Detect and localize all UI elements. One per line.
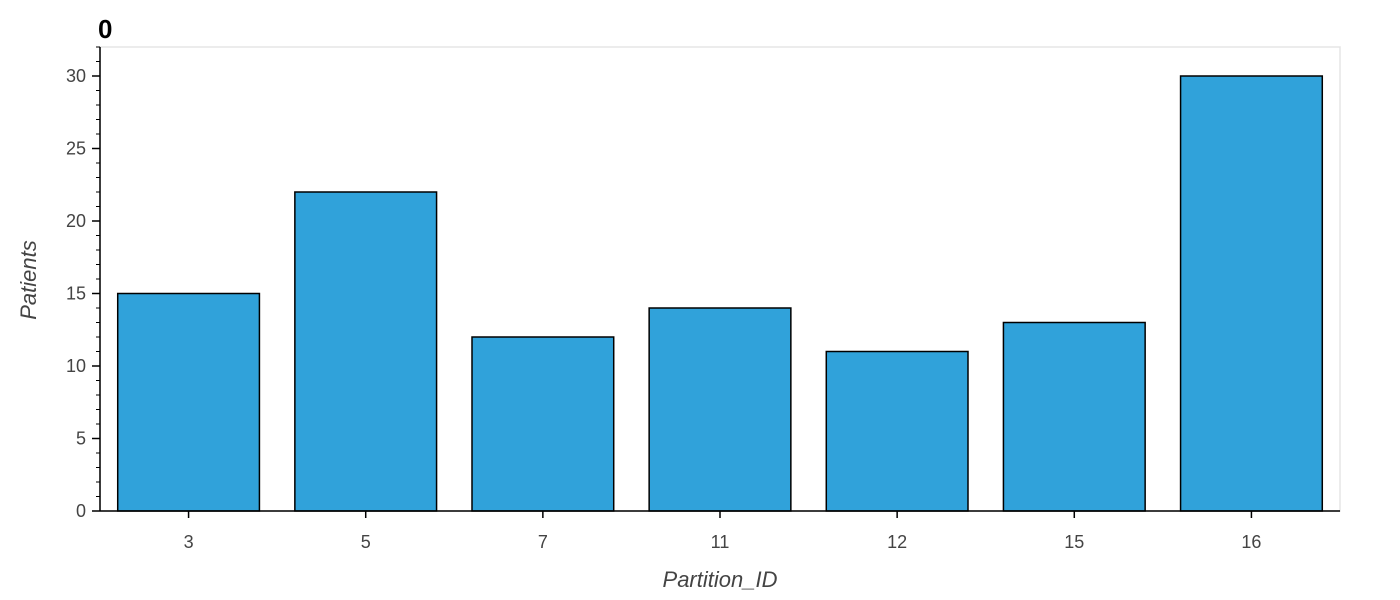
y-tick-label: 0 — [76, 501, 86, 521]
bar-3 — [116, 292, 261, 512]
y-tick-label: 10 — [66, 356, 86, 376]
bar-11 — [648, 307, 792, 512]
y-tick-label: 15 — [66, 284, 86, 304]
x-tick-label: 7 — [538, 532, 548, 552]
y-tick-label: 30 — [66, 66, 86, 86]
y-tick-label: 25 — [66, 139, 86, 159]
x-tick-label: 3 — [184, 532, 194, 552]
y-axis: 0 5 10 15 20 25 30 — [66, 46, 101, 521]
x-tick-label: 12 — [887, 532, 907, 552]
y-tick-label: 5 — [76, 429, 86, 449]
x-tick-label: 15 — [1064, 532, 1084, 552]
bar-16 — [1179, 75, 1324, 512]
bar-15 — [1002, 321, 1146, 512]
bar-12 — [825, 350, 969, 512]
x-tick-label: 11 — [711, 532, 730, 552]
bar-5 — [294, 191, 438, 512]
y-axis-label: Patients — [16, 240, 41, 320]
bar-7 — [471, 336, 615, 512]
x-axis-label: Partition_ID — [663, 567, 778, 592]
bars-layer — [116, 75, 1324, 512]
x-tick-label: 5 — [361, 532, 371, 552]
x-tick-label: 16 — [1241, 532, 1261, 552]
x-axis: 3 5 7 11 12 15 16 — [100, 510, 1340, 552]
y-tick-label: 20 — [66, 211, 86, 231]
chart-title: 0 — [98, 14, 112, 44]
